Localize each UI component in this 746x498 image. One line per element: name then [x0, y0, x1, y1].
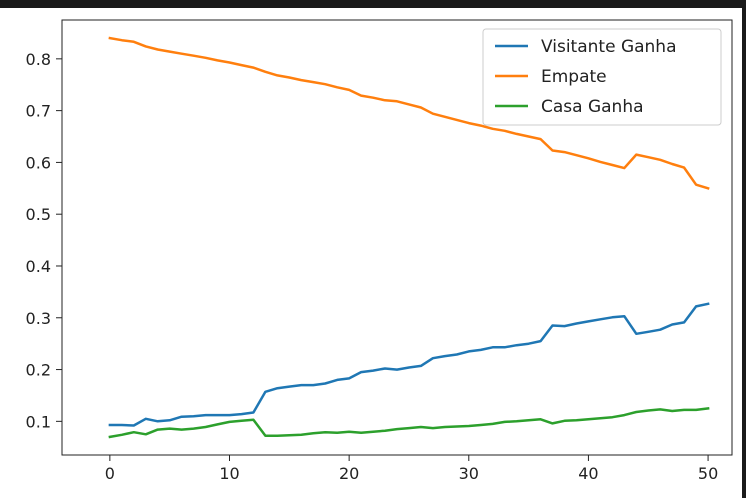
legend-label-empate: Empate [541, 67, 607, 87]
axis-ticks: 0 10 20 30 40 50 0.1 0.2 0.3 0.4 0.5 0.6 0.7 0.8 [26, 50, 719, 483]
y-tick-label: 0.2 [26, 361, 51, 380]
x-tick-label: 50 [698, 464, 718, 483]
legend: Visitante Ganha Empate Casa Ganha [482, 28, 722, 126]
x-tick-label: 20 [339, 464, 359, 483]
legend-label-visitante-ganha: Visitante Ganha [541, 37, 677, 57]
series-line-visitante-ganha [108, 302, 710, 427]
y-tick-label: 0.7 [26, 102, 51, 121]
x-tick-label: 10 [219, 464, 239, 483]
y-tick-label: 0.6 [26, 153, 51, 172]
legend-label-casa-ganha: Casa Ganha [541, 97, 644, 117]
x-tick-label: 30 [459, 464, 479, 483]
series-line-casa-ganha [108, 407, 710, 439]
legend-box [482, 28, 722, 126]
y-tick-label: 0.3 [26, 309, 51, 328]
x-tick-label: 0 [105, 464, 115, 483]
series-lines [108, 36, 710, 439]
y-tick-label: 0.8 [26, 50, 51, 69]
y-tick-label: 0.4 [26, 257, 51, 276]
y-tick-label: 0.1 [26, 412, 51, 431]
y-tick-label: 0.5 [26, 205, 51, 224]
x-tick-label: 40 [578, 464, 598, 483]
series-line-empate [108, 36, 710, 190]
